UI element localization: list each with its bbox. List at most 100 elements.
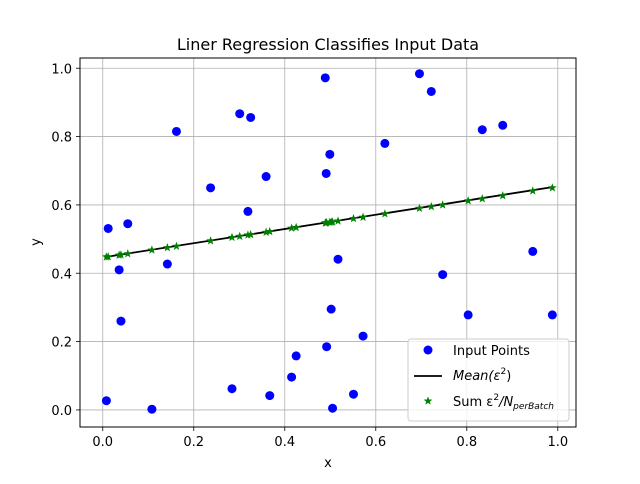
legend-marker-sum-star xyxy=(423,396,433,405)
batch-points-layer xyxy=(102,183,557,261)
batch-star-point xyxy=(103,252,113,261)
input-points-layer xyxy=(101,69,557,414)
y-tick-label: 0.2 xyxy=(51,336,72,351)
x-tick-label: 0.6 xyxy=(365,435,386,450)
input-point xyxy=(463,310,473,320)
input-point xyxy=(123,219,133,229)
batch-star-point xyxy=(415,203,424,213)
input-point xyxy=(321,168,331,178)
legend-label-sum: Sum ε2/NperBatch xyxy=(453,393,554,412)
batch-star-point xyxy=(261,227,271,236)
input-point xyxy=(498,120,508,130)
input-point xyxy=(380,138,390,148)
batch-star-point xyxy=(206,236,215,245)
batch-star-point xyxy=(498,191,508,200)
input-point xyxy=(265,391,275,401)
batch-star-point xyxy=(246,230,256,239)
batch-star-point xyxy=(265,226,275,236)
batch-star-point xyxy=(235,231,245,241)
batch-star-point xyxy=(291,222,301,232)
input-point xyxy=(147,404,157,414)
input-point xyxy=(322,342,332,352)
y-axis-label: y xyxy=(29,238,44,246)
chart-title: Liner Regression Classifies Input Data xyxy=(177,35,479,54)
input-point xyxy=(227,384,237,394)
input-point xyxy=(162,259,172,269)
legend-marker-input-points xyxy=(423,345,433,355)
input-point xyxy=(171,126,181,136)
batch-star-point xyxy=(477,194,487,203)
input-point xyxy=(477,125,487,135)
legend-mean-sup: 2 xyxy=(501,367,507,377)
ticks: 0.0 0.2 0.4 0.6 0.8 1.0 0.0 0.2 0.4 0.6 0.8 1.0 xyxy=(51,62,568,450)
input-point xyxy=(291,351,301,361)
batch-star-point xyxy=(463,196,473,205)
batch-star-point xyxy=(333,216,343,225)
batch-star-point xyxy=(322,218,332,227)
batch-star-point xyxy=(227,232,237,242)
input-point xyxy=(547,310,557,320)
input-point xyxy=(261,172,271,182)
batch-star-point xyxy=(287,223,296,232)
input-point xyxy=(333,254,343,264)
legend-mean-main: Mean(ε xyxy=(453,369,501,384)
batch-star-point xyxy=(349,213,358,223)
batch-star-point xyxy=(438,200,448,209)
legend-sum-mid: /N xyxy=(498,395,513,410)
batch-star-point xyxy=(380,209,390,218)
input-point xyxy=(116,316,126,326)
batch-star-point xyxy=(172,241,181,250)
legend-star-shape xyxy=(423,396,433,405)
input-point xyxy=(426,86,436,96)
batch-star-point xyxy=(123,249,133,258)
legend-sum-sup: 2 xyxy=(493,393,499,403)
batch-star-point xyxy=(328,217,337,226)
batch-star-point xyxy=(358,212,368,221)
input-point xyxy=(358,331,368,341)
input-point xyxy=(243,206,253,216)
input-point xyxy=(438,270,448,280)
input-point xyxy=(246,112,256,122)
y-tick-label: 0.4 xyxy=(51,267,72,282)
plot-frame xyxy=(79,57,577,428)
legend: Input Points Mean(ε2) Sum ε2/NperBatch xyxy=(407,338,570,422)
batch-star-point xyxy=(547,183,557,192)
x-tick-label: 0.8 xyxy=(456,435,477,450)
input-point xyxy=(206,183,216,193)
input-point xyxy=(328,403,338,413)
input-point xyxy=(101,396,111,406)
batch-star-point xyxy=(147,245,157,254)
x-tick-label: 1.0 xyxy=(547,435,568,450)
x-tick-label: 0.4 xyxy=(274,435,295,450)
input-point xyxy=(528,246,538,256)
input-point xyxy=(287,372,297,382)
input-point xyxy=(414,69,424,79)
input-point xyxy=(114,265,124,275)
input-point xyxy=(235,109,245,119)
legend-sum-main: Sum ε xyxy=(453,395,493,410)
legend-box xyxy=(407,338,570,422)
x-axis-label: x xyxy=(324,456,332,471)
legend-label-input-points: Input Points xyxy=(453,344,530,359)
input-point xyxy=(320,73,330,83)
y-tick-label: 1.0 xyxy=(51,62,72,77)
y-tick-label: 0.6 xyxy=(51,199,72,214)
input-point xyxy=(325,149,335,159)
batch-star-point xyxy=(426,202,436,211)
input-point xyxy=(326,304,336,314)
y-tick-label: 0.0 xyxy=(51,404,72,419)
batch-star-point xyxy=(243,230,253,239)
batch-star-point xyxy=(162,243,172,252)
input-point xyxy=(103,223,113,233)
batch-star-point xyxy=(528,186,538,195)
x-tick-label: 0.2 xyxy=(183,435,204,450)
legend-sum-sub: perBatch xyxy=(512,402,554,412)
legend-label-mean: Mean(ε2) xyxy=(453,367,511,384)
x-tick-label: 0.0 xyxy=(92,435,113,450)
input-point xyxy=(348,389,358,399)
y-tick-label: 0.8 xyxy=(51,131,72,146)
batch-star-point xyxy=(116,250,126,259)
legend-mean-end: ) xyxy=(506,369,511,384)
